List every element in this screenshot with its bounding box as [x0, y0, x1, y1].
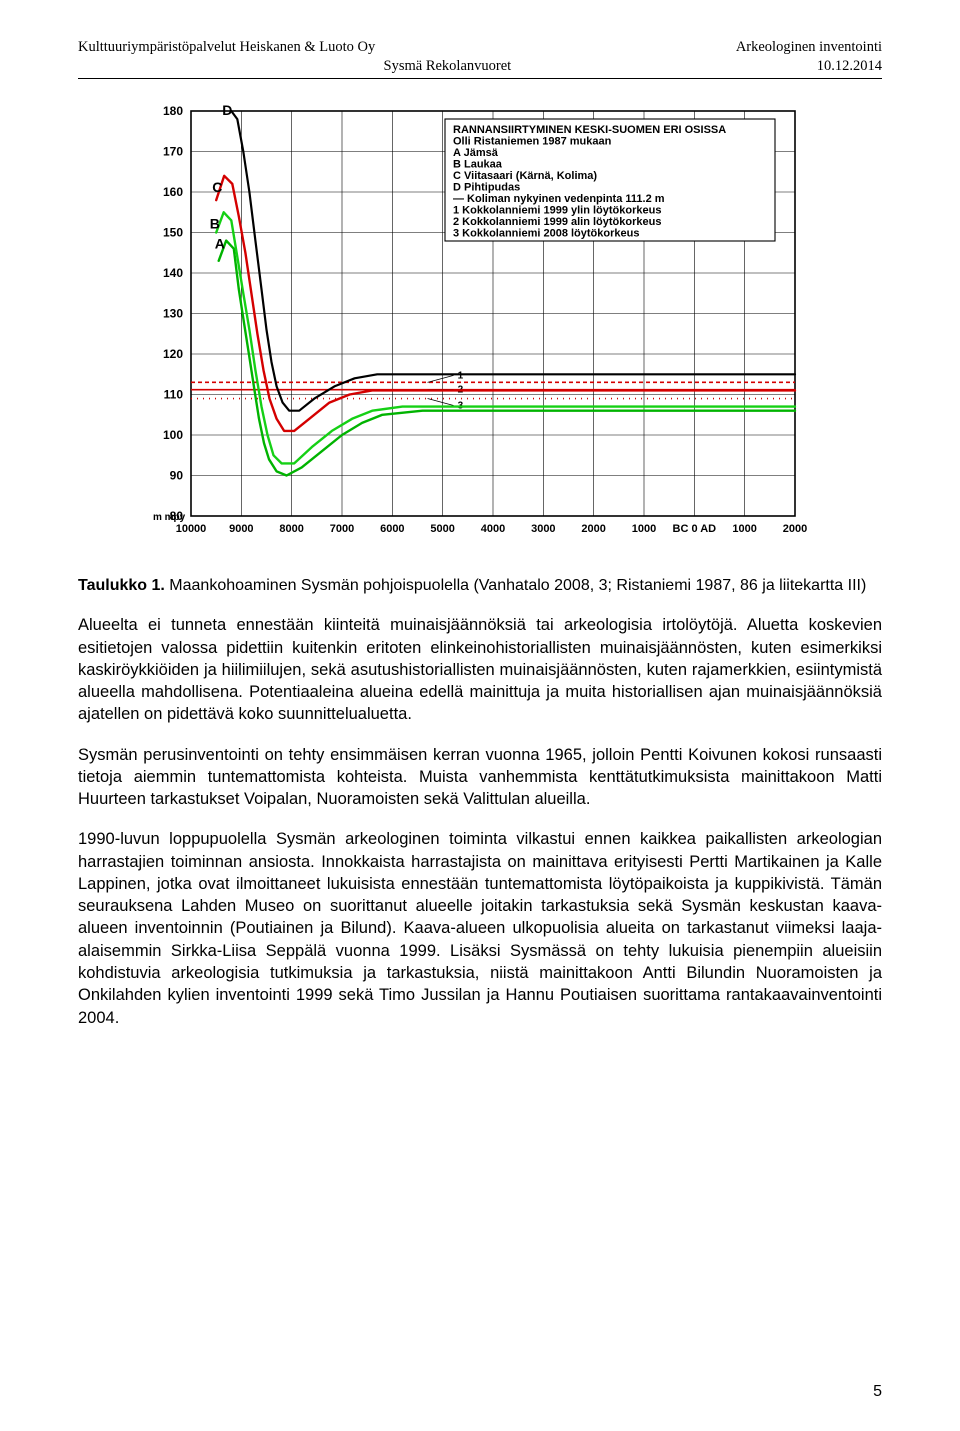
svg-text:RANNANSIIRTYMINEN KESKI-SUOMEN: RANNANSIIRTYMINEN KESKI-SUOMEN ERI OSISS… [453, 124, 726, 136]
svg-text:100: 100 [163, 428, 183, 442]
svg-text:7000: 7000 [330, 523, 354, 535]
header-rule [78, 78, 882, 79]
chart-figure: 8090100110120130140150160170180m mpy1000… [135, 101, 825, 561]
svg-text:C Viitasaari (Kärnä, Kolima): C Viitasaari (Kärnä, Kolima) [453, 170, 597, 182]
svg-text:9000: 9000 [229, 523, 253, 535]
svg-text:8000: 8000 [279, 523, 303, 535]
svg-text:140: 140 [163, 266, 183, 280]
svg-text:2000: 2000 [581, 523, 605, 535]
svg-text:2 Kokkolanniemi 1999 alin löyt: 2 Kokkolanniemi 1999 alin löytökorkeus [453, 216, 661, 228]
header-left: Kulttuuriympäristöpalvelut Heiskanen & L… [78, 38, 375, 57]
svg-text:1000: 1000 [732, 523, 756, 535]
body-para-3: 1990-luvun loppupuolella Sysmän arkeolog… [78, 828, 882, 1028]
page-header: Kulttuuriympäristöpalvelut Heiskanen & L… [78, 38, 882, 79]
svg-text:1000: 1000 [632, 523, 656, 535]
svg-text:90: 90 [170, 468, 184, 482]
svg-text:6000: 6000 [380, 523, 404, 535]
header-right-date: 10.12.2014 [817, 57, 882, 76]
svg-text:3000: 3000 [531, 523, 555, 535]
svg-text:1: 1 [458, 370, 464, 381]
svg-text:A Jämsä: A Jämsä [453, 147, 499, 159]
svg-text:150: 150 [163, 225, 183, 239]
svg-text:170: 170 [163, 144, 183, 158]
caption-lead: Taulukko 1. [78, 577, 165, 594]
svg-text:BC 0 AD: BC 0 AD [673, 523, 717, 535]
svg-text:Olli Ristaniemen 1987 mukaan: Olli Ristaniemen 1987 mukaan [453, 135, 612, 147]
svg-text:C: C [212, 179, 222, 195]
svg-text:10000: 10000 [176, 523, 207, 535]
figure-caption: Taulukko 1. Maankohoaminen Sysmän pohjoi… [78, 575, 882, 597]
svg-text:130: 130 [163, 306, 183, 320]
body-para-1: Alueelta ei tunneta ennestään kiinteitä … [78, 614, 882, 725]
svg-text:m mpy: m mpy [153, 512, 186, 523]
svg-text:B Laukaa: B Laukaa [453, 158, 503, 170]
svg-text:D: D [222, 102, 232, 118]
svg-text:D Pihtipudas: D Pihtipudas [453, 181, 520, 193]
svg-text:5000: 5000 [430, 523, 454, 535]
svg-text:— Koliman nykyinen vedenpinta: — Koliman nykyinen vedenpinta 111.2 m [453, 193, 665, 205]
svg-text:3 Kokkolanniemi 2008 löytökork: 3 Kokkolanniemi 2008 löytökorkeus [453, 227, 639, 239]
svg-text:110: 110 [164, 387, 184, 401]
chart-figure-wrap: 8090100110120130140150160170180m mpy1000… [78, 101, 882, 561]
header-center2: Sysmä Rekolanvuoret [384, 57, 512, 76]
svg-text:180: 180 [163, 104, 183, 118]
svg-text:2000: 2000 [783, 523, 807, 535]
svg-text:120: 120 [163, 347, 183, 361]
shoreline-chart: 8090100110120130140150160170180m mpy1000… [135, 101, 825, 561]
svg-text:160: 160 [163, 185, 183, 199]
svg-text:4000: 4000 [481, 523, 505, 535]
header-center1: Arkeologinen inventointi [736, 38, 882, 57]
caption-rest: Maankohoaminen Sysmän pohjoispuolella (V… [165, 577, 866, 594]
svg-text:1 Kokkolanniemi 1999 ylin löyt: 1 Kokkolanniemi 1999 ylin löytökorkeus [453, 204, 661, 216]
svg-text:A: A [215, 235, 225, 251]
page-number: 5 [873, 1383, 882, 1401]
svg-text:B: B [210, 215, 220, 231]
body-para-2: Sysmän perusinventointi on tehty ensimmä… [78, 744, 882, 811]
